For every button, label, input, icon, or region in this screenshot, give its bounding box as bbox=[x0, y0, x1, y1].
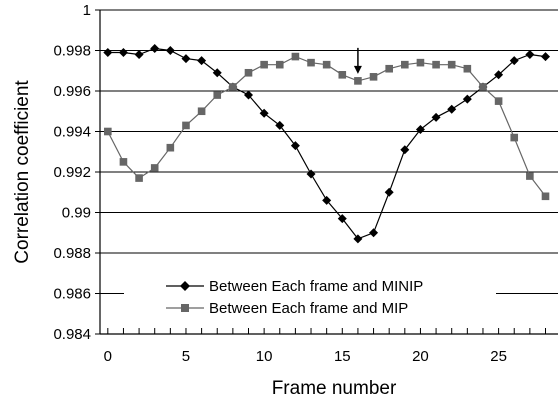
minip-point bbox=[369, 228, 379, 238]
y-axis-title: Correlation coefficient bbox=[12, 80, 33, 264]
x-axis-title: Frame number bbox=[272, 378, 397, 399]
legend: Between Each frame and MINIP Between Eac… bbox=[124, 275, 496, 319]
mip-point bbox=[354, 77, 362, 85]
minip-point bbox=[337, 214, 347, 224]
minip-point bbox=[540, 52, 550, 62]
y-tick-label: 0.988 bbox=[53, 245, 91, 262]
y-axis-ticks: 0.984 0.986 0.988 0.99 0.992 0.994 0.996 0.998 1 bbox=[53, 2, 100, 343]
legend-marker-minip bbox=[180, 281, 190, 291]
minip-point bbox=[118, 48, 128, 58]
x-tick-label: 25 bbox=[490, 348, 507, 365]
mip-point bbox=[182, 121, 190, 130]
mip-point bbox=[275, 60, 284, 69]
mip-point bbox=[432, 60, 440, 69]
mip-point bbox=[494, 97, 503, 105]
legend-marker-mip bbox=[181, 304, 189, 312]
arrow-head bbox=[353, 65, 362, 74]
minip-point bbox=[197, 56, 207, 66]
series-mip bbox=[104, 52, 550, 201]
y-tick-label: 0.998 bbox=[53, 43, 91, 60]
data-series bbox=[103, 43, 550, 244]
annotations bbox=[353, 47, 362, 74]
x-tick-label: 0 bbox=[104, 348, 112, 365]
mip-point bbox=[369, 73, 378, 81]
minip-point bbox=[384, 187, 394, 197]
minip-point bbox=[290, 141, 300, 151]
minip-point bbox=[259, 108, 269, 118]
mip-point bbox=[119, 158, 128, 166]
minip-point bbox=[462, 94, 472, 104]
minip-point bbox=[181, 54, 191, 64]
minip-point bbox=[212, 68, 222, 78]
mip-point bbox=[401, 60, 409, 69]
minip-point bbox=[353, 234, 363, 244]
y-tick-label: 0.986 bbox=[53, 286, 91, 303]
minip-point bbox=[322, 195, 332, 205]
x-tick-label: 20 bbox=[412, 348, 429, 365]
mip-point bbox=[510, 133, 519, 142]
mip-line bbox=[107, 55, 546, 197]
gridlines bbox=[100, 9, 558, 294]
mip-point bbox=[104, 127, 112, 136]
legend-label-mip: Between Each frame and MIP bbox=[209, 300, 408, 317]
mip-point bbox=[416, 58, 425, 67]
mip-point bbox=[260, 60, 268, 69]
mip-point bbox=[166, 143, 175, 152]
mip-point bbox=[447, 60, 456, 69]
mip-point bbox=[150, 164, 159, 172]
y-tick-label: 0.994 bbox=[53, 124, 91, 141]
mip-point bbox=[526, 172, 534, 180]
mip-point bbox=[541, 192, 550, 201]
mip-point bbox=[338, 71, 347, 79]
minip-point bbox=[243, 90, 253, 100]
minip-point bbox=[306, 169, 316, 179]
mip-point bbox=[229, 83, 237, 91]
mip-point bbox=[322, 60, 331, 69]
mip-point bbox=[197, 107, 206, 116]
y-tick-label: 1 bbox=[83, 2, 91, 19]
minip-point bbox=[494, 70, 504, 80]
x-tick-label: 5 bbox=[182, 348, 190, 365]
mip-point bbox=[213, 91, 222, 99]
y-tick-label: 0.99 bbox=[62, 205, 91, 222]
minip-point bbox=[275, 120, 285, 130]
minip-point bbox=[447, 104, 457, 114]
mip-point bbox=[291, 52, 300, 61]
minip-point bbox=[509, 56, 519, 66]
mip-point bbox=[244, 68, 253, 77]
minip-point bbox=[525, 50, 535, 60]
x-axis-ticks: 0 5 10 15 20 25 bbox=[104, 328, 546, 365]
mip-point bbox=[135, 174, 143, 182]
mip-point bbox=[307, 58, 315, 67]
y-tick-label: 0.996 bbox=[53, 83, 91, 100]
x-tick-label: 15 bbox=[334, 348, 351, 365]
y-tick-label: 0.992 bbox=[53, 164, 91, 181]
minip-point bbox=[103, 48, 113, 58]
series-minip bbox=[103, 43, 550, 244]
mip-point bbox=[479, 83, 487, 91]
legend-label-minip: Between Each frame and MINIP bbox=[209, 278, 423, 295]
minip-point bbox=[150, 43, 160, 53]
y-tick-label: 0.984 bbox=[53, 326, 91, 343]
minip-point bbox=[134, 50, 144, 60]
minip-point bbox=[415, 124, 425, 134]
minip-point bbox=[165, 46, 175, 55]
minip-point bbox=[400, 145, 410, 155]
mip-point bbox=[385, 64, 393, 73]
x-tick-label: 10 bbox=[256, 348, 273, 365]
minip-point bbox=[431, 112, 441, 122]
mip-point bbox=[463, 64, 472, 73]
